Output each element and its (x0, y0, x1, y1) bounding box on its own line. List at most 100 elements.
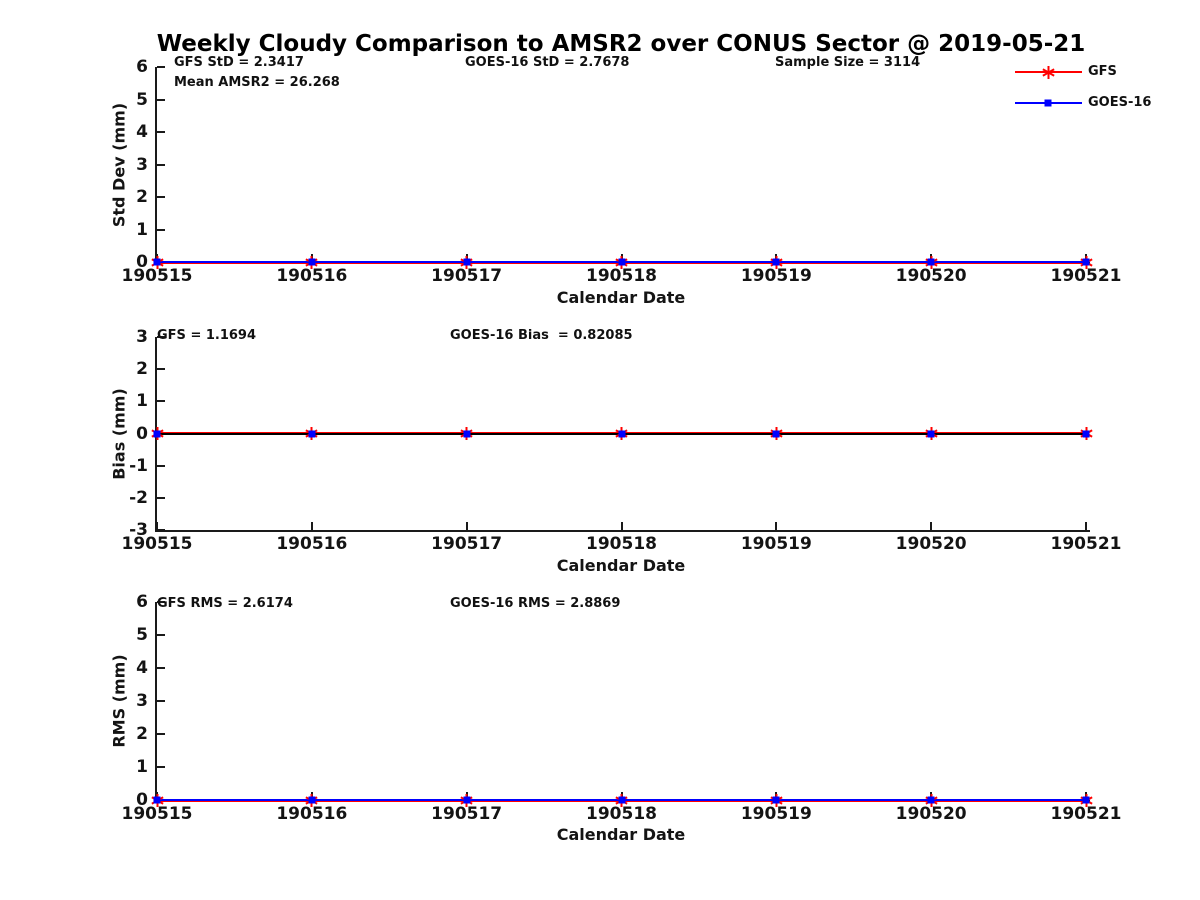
y-tick (157, 66, 165, 68)
y-tick-label: 2 (136, 359, 148, 380)
y-tick (157, 368, 165, 371)
y-tick-label: 6 (136, 57, 148, 77)
x-tick (465, 522, 468, 530)
x-tick-label: 190519 (740, 266, 812, 286)
marker-square-goes-16 (463, 430, 471, 437)
y-tick (157, 131, 165, 133)
y-tick (157, 163, 165, 166)
marker-square-goes-16 (927, 796, 935, 804)
x-tick-label: 190521 (1050, 534, 1122, 554)
marker-square-goes-16 (927, 258, 935, 266)
y-tick (157, 700, 165, 702)
y-tick-label: 2 (136, 724, 148, 744)
marker-square-goes-16 (153, 258, 161, 266)
x-tick-label: 190517 (431, 534, 503, 554)
marker-square-goes-16 (463, 258, 471, 266)
y-tick (157, 496, 165, 499)
y-tick (157, 733, 165, 735)
y-tick-label: 5 (136, 625, 148, 645)
x-tick-label: 190516 (276, 804, 348, 824)
x-tick-label: 190519 (740, 534, 812, 554)
y-tick-label: 4 (136, 122, 148, 142)
y-tick-label: 3 (136, 327, 148, 347)
y-tick (157, 766, 165, 768)
x-tick-label: 190518 (586, 266, 657, 286)
x-tick (310, 522, 313, 530)
annotation: Sample Size = 3114 (775, 55, 921, 70)
marker-square-goes-16 (618, 796, 625, 804)
marker-square-goes-16 (308, 796, 316, 804)
y-tick-label: 5 (136, 89, 148, 110)
annotation: GFS RMS = 2.6174 (157, 596, 293, 611)
y-tick-label: -1 (129, 455, 148, 476)
y-tick-label: -3 (129, 520, 148, 540)
x-axis-label: Calendar Date (556, 825, 686, 844)
x-axis-label: Calendar Date (556, 556, 686, 575)
x-tick-label: 190521 (1050, 266, 1122, 286)
legend-goes16-square-marker (1044, 99, 1052, 107)
x-tick-label: 190515 (121, 804, 193, 824)
y-tick-label: 2 (136, 187, 148, 207)
marker-square-goes-16 (772, 430, 780, 437)
y-tick (157, 529, 165, 531)
marker-square-goes-16 (1082, 258, 1090, 266)
y-tick-label: 0 (136, 252, 148, 272)
x-tick (620, 522, 623, 530)
marker-square-goes-16 (618, 258, 625, 266)
x-tick-label: 190518 (586, 534, 657, 554)
y-tick (157, 336, 165, 338)
y-tick-label: 1 (136, 757, 148, 777)
annotation: GFS StD = 2.3417 (174, 55, 304, 70)
x-tick-label: 190516 (276, 534, 348, 554)
marker-square-goes-16 (308, 258, 316, 266)
x-axis-label: Calendar Date (556, 288, 686, 307)
x-tick-label: 190518 (586, 804, 657, 824)
marker-square-goes-16 (153, 430, 161, 437)
y-tick (157, 464, 165, 467)
y-tick (157, 196, 165, 198)
annotation: GOES-16 StD = 2.7678 (465, 55, 630, 70)
annotation: Mean AMSR2 = 26.268 (174, 75, 340, 90)
marker-square-goes-16 (1082, 796, 1090, 804)
annotation: GOES-16 Bias = 0.82085 (450, 328, 633, 343)
y-tick-label: 1 (136, 391, 148, 412)
y-tick (157, 400, 165, 403)
marker-square-goes-16 (927, 430, 935, 437)
x-tick-label: 190519 (740, 804, 812, 824)
y-axis-label: Bias (mm) (109, 387, 129, 480)
x-tick (930, 522, 933, 530)
y-tick (157, 98, 165, 101)
y-tick-label: 0 (136, 423, 148, 444)
annotation: GOES-16 RMS = 2.8869 (450, 596, 621, 611)
y-tick (157, 667, 165, 669)
marker-square-goes-16 (772, 258, 780, 266)
axis-spine-bottom (155, 530, 1090, 532)
marker-square-goes-16 (1082, 430, 1090, 437)
marker-square-goes-16 (153, 796, 161, 804)
chart-title: Weekly Cloudy Comparison to AMSR2 over C… (156, 31, 1086, 57)
y-tick-label: 3 (136, 691, 148, 711)
y-axis-label: RMS (mm) (109, 654, 129, 748)
y-tick-label: 1 (136, 219, 148, 240)
x-tick (1085, 522, 1087, 530)
y-tick-label: 4 (136, 658, 148, 678)
x-tick-label: 190515 (121, 266, 193, 286)
y-tick (157, 634, 165, 636)
x-tick-label: 190520 (895, 534, 967, 554)
annotation: GFS = 1.1694 (157, 328, 257, 343)
y-tick-label: 0 (136, 790, 148, 810)
x-tick (156, 522, 158, 530)
x-tick-label: 190520 (895, 266, 967, 286)
x-tick-label: 190521 (1050, 804, 1122, 824)
y-tick (157, 601, 165, 603)
x-tick-label: 190515 (121, 534, 193, 554)
x-tick-label: 190516 (276, 266, 348, 286)
legend-gfs-star-marker (1041, 65, 1055, 79)
x-tick (775, 522, 778, 530)
y-tick-label: 3 (136, 154, 148, 175)
x-tick-label: 190517 (431, 804, 503, 824)
marker-square-goes-16 (618, 430, 625, 437)
legend-goes16-label: GOES-16 (1088, 95, 1152, 110)
y-tick-label: -2 (129, 487, 148, 508)
x-tick-label: 190520 (895, 804, 967, 824)
